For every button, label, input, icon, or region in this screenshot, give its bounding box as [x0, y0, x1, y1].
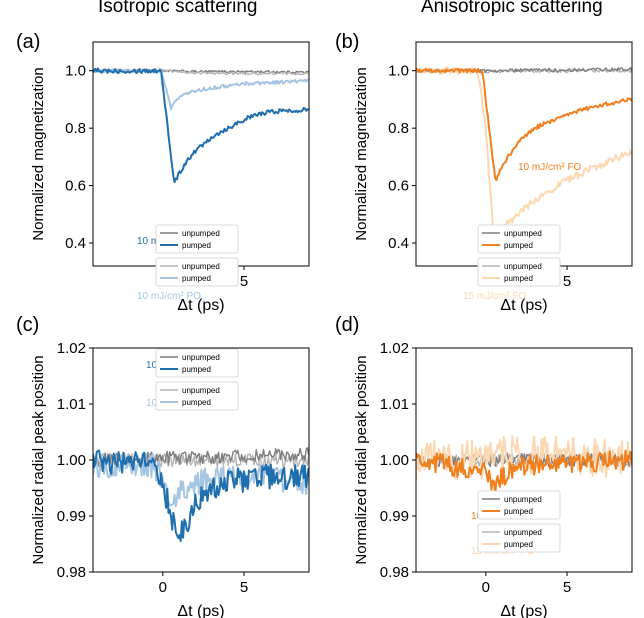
panel-c-legend-label: pumped — [182, 398, 211, 407]
panel-c-legend-label: pumped — [182, 365, 211, 374]
panel-d-y-tick-label: 0.99 — [380, 508, 409, 525]
panel-a-series-line-3 — [93, 67, 309, 184]
panel-d-label: (d) — [335, 314, 359, 336]
panel-a-legend-label: unpumped — [182, 262, 220, 271]
panel-d-y-tick-label: 1.00 — [380, 452, 409, 469]
panel-a-x-tick-label: 5 — [240, 273, 248, 290]
panel-c-y-tick-label: 1.02 — [57, 340, 86, 357]
panel-b-legend-label: pumped — [504, 274, 533, 283]
panel-d-x-axis-label: Δt (ps) — [500, 603, 547, 618]
panel-d-legend-label: unpumped — [504, 528, 542, 537]
panel-a-legend-label: pumped — [182, 274, 211, 283]
panel-b-annotation: 15 mJ/cm² FO — [463, 291, 527, 302]
panel-b-legend-label: unpumped — [504, 229, 542, 238]
panel-b-legend-label: unpumped — [504, 262, 542, 271]
anisotropic-column-title: Anisotropic scattering — [421, 0, 603, 17]
panel-c-y-tick-label: 0.98 — [57, 564, 86, 581]
isotropic-column-title: Isotropic scattering — [98, 0, 258, 17]
panel-b-y-axis-label: Normalized magnetization — [353, 67, 370, 240]
panel-d-y-axis-label: Normalized radial peak position — [353, 355, 370, 564]
panel-b-label: (b) — [335, 31, 359, 53]
panel-c-label: (c) — [16, 314, 39, 336]
panel-b-series-line-3 — [416, 67, 632, 182]
panel-a-y-tick-label: 0.4 — [65, 235, 86, 252]
panel-a-y-tick-label: 0.8 — [65, 120, 86, 137]
panel-b-series-line-2 — [416, 66, 632, 248]
panel-c-x-tick-label: 5 — [240, 579, 248, 596]
panel-c-y-tick-label: 0.99 — [57, 508, 86, 525]
panel-d-legend-label: pumped — [504, 507, 533, 516]
panel-d-y-tick-label: 0.98 — [380, 564, 409, 581]
panel-d-series-line-3 — [416, 449, 632, 496]
panel-d-x-tick-label: 0 — [482, 579, 490, 596]
panel-b-y-tick-label: 0.6 — [388, 178, 409, 195]
panel-c-y-tick-label: 1.01 — [57, 396, 86, 413]
panel-b-x-axis-label: Δt (ps) — [500, 297, 547, 314]
panel-a-annotation: 10 mJ/cm² PO — [137, 291, 201, 302]
panel-a-y-axis-label: Normalized magnetization — [30, 67, 47, 240]
panel-d-y-tick-label: 1.02 — [380, 340, 409, 357]
panel-a-series-line-2 — [93, 68, 309, 111]
panel-d-legend-label: pumped — [504, 540, 533, 549]
panel-c-x-axis-label: Δt (ps) — [177, 603, 224, 618]
panel-c-legend-label: unpumped — [182, 353, 220, 362]
panel-b-y-tick-label: 0.4 — [388, 235, 409, 252]
panel-c-legend-label: unpumped — [182, 386, 220, 395]
panel-c-series-line-3 — [93, 449, 309, 542]
panel-c-x-tick-label: 0 — [159, 579, 167, 596]
panel-a-y-tick-label: 1.0 — [65, 63, 86, 80]
panel-a-y-tick-label: 0.6 — [65, 178, 86, 195]
panel-b-y-tick-label: 1.0 — [388, 63, 409, 80]
panel-d-legend-label: unpumped — [504, 495, 542, 504]
panel-b-legend-label: pumped — [504, 241, 533, 250]
panel-b-annotation: 10 mJ/cm² FO — [518, 162, 582, 173]
panel-c-y-tick-label: 1.00 — [57, 452, 86, 469]
panel-b-x-tick-label: 5 — [563, 273, 571, 290]
panel-a-x-axis-label: Δt (ps) — [177, 297, 224, 314]
panel-a-label: (a) — [16, 31, 40, 53]
panel-d-x-tick-label: 5 — [563, 579, 571, 596]
panel-c-y-axis-label: Normalized radial peak position — [30, 355, 47, 564]
panel-d-y-tick-label: 1.01 — [380, 396, 409, 413]
panel-b-y-tick-label: 0.8 — [388, 120, 409, 137]
panel-a-legend-label: pumped — [182, 241, 211, 250]
panel-a-legend-label: unpumped — [182, 229, 220, 238]
